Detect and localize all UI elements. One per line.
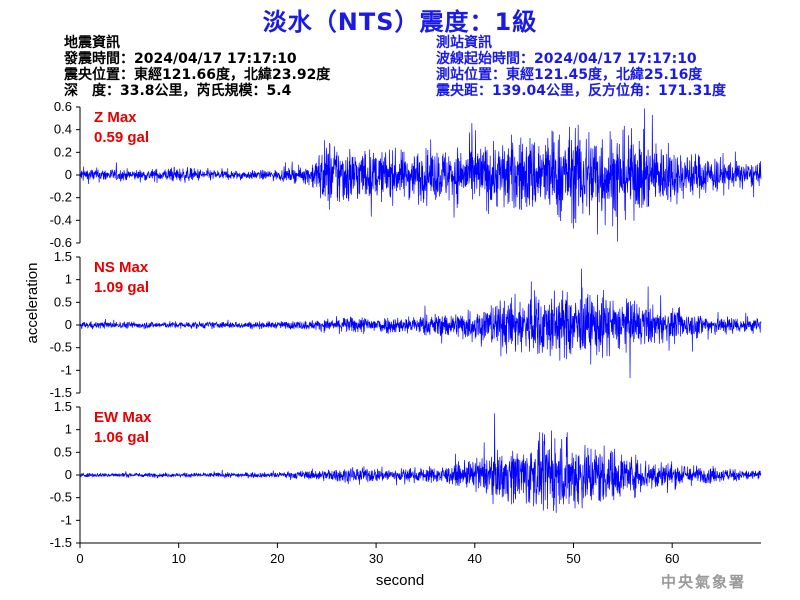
y-tick-label: 0 [65,317,72,332]
y-tick-label: 0.5 [54,444,72,459]
y-tick-label: -1 [60,362,72,377]
x-tick-label: 40 [468,551,482,566]
max-label-z: Z Max [94,109,137,126]
y-tick-label: -0.5 [50,340,72,355]
y-tick-label: 0.4 [54,122,72,137]
x-tick-label: 50 [566,551,580,566]
trace-line-ew [79,413,762,513]
max-label-ew: EW Max [94,409,152,426]
quake-depth-magnitude: 深 度：33.8公里，芮氏規模：5.4 [64,83,292,99]
x-tick-label: 20 [270,551,284,566]
quake-time: 發震時間：2024/04/17 17:17:10 [64,51,297,67]
y-tick-label: 0.6 [54,99,72,114]
quake-info-heading: 地震資訊 [64,35,120,51]
trace-line-z [79,108,762,242]
x-tick-label: 10 [171,551,185,566]
station-distance: 震央距：139.04公里，反方位角：171.31度 [436,83,727,99]
x-tick-label: 0 [76,551,83,566]
y-tick-label: -1.5 [50,385,72,400]
max-value-ns: 1.09 gal [94,279,149,296]
max-value-z: 0.59 gal [94,129,149,146]
y-tick-label: -0.2 [50,190,72,205]
y-tick-label: -0.6 [50,235,72,250]
y-tick-label: 1 [65,422,72,437]
y-tick-label: -1.5 [50,535,72,550]
x-tick-label: 60 [665,551,679,566]
y-tick-label: -0.4 [50,212,72,227]
y-tick-label: 1.5 [54,249,72,264]
trace-line-ns [79,268,762,379]
y-tick-label: 0 [65,167,72,182]
quake-info-block: 地震資訊 發震時間：2024/04/17 17:17:10 震央位置：東經121… [64,35,330,99]
y-tick-label: 0.5 [54,294,72,309]
agency-name: 中央氣象署 [660,573,746,591]
x-axis-label: second [376,572,424,589]
y-tick-label: 1 [65,272,72,287]
max-label-ns: NS Max [94,259,149,276]
y-tick-label: 1.5 [54,399,72,414]
chart-title: 淡水（NTS）震度：1級 [262,8,538,36]
station-location: 測站位置：東經121.45度，北緯25.16度 [436,67,703,83]
station-info-block: 測站資訊 波線起始時間：2024/04/17 17:17:10 測站位置：東經1… [436,35,726,99]
station-wave-start: 波線起始時間：2024/04/17 17:17:10 [436,51,697,67]
y-tick-label: -0.5 [50,490,72,505]
y-axis-label: acceleration [24,263,41,344]
station-info-heading: 測站資訊 [436,35,492,51]
y-tick-label: 0 [65,467,72,482]
quake-epicenter: 震央位置：東經121.66度，北緯23.92度 [64,67,331,83]
max-value-ew: 1.06 gal [94,429,149,446]
y-tick-label: 0.2 [54,144,72,159]
y-tick-label: -1 [60,512,72,527]
x-tick-label: 30 [369,551,383,566]
